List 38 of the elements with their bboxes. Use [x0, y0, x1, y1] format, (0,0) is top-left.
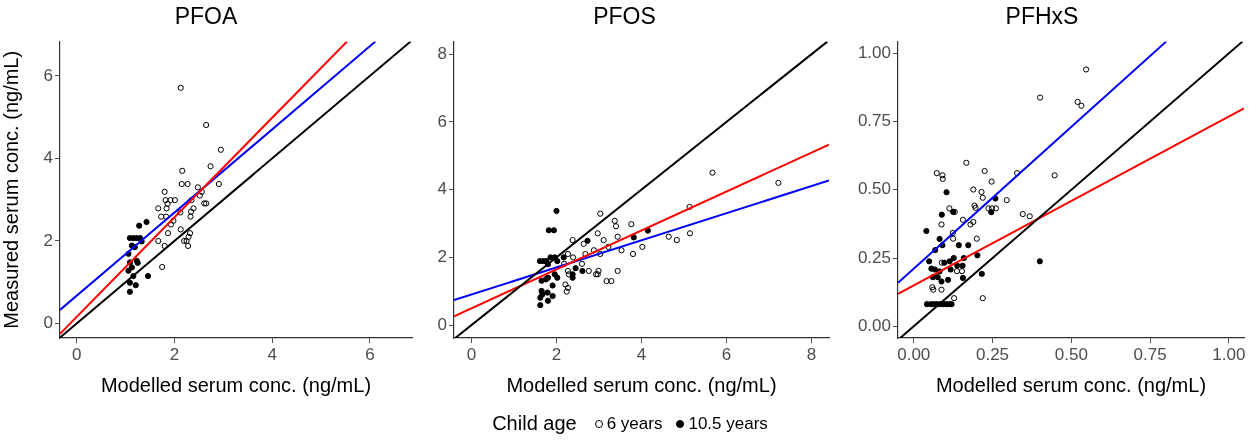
x-axis-title: Modelled serum conc. (ng/mL) — [935, 373, 1207, 396]
y-tick-label: 0 — [437, 314, 447, 334]
y-tick-label: 8 — [437, 43, 447, 63]
y-tick-label: 6 — [43, 65, 53, 85]
x-tick-label: 4 — [267, 344, 277, 364]
legend-title: Child age — [492, 412, 577, 435]
chart-title: PFOA — [174, 3, 238, 30]
x-tick-label: 0 — [71, 344, 82, 364]
x-tick-label: 2 — [551, 344, 562, 364]
y-tick-label: 4 — [437, 179, 447, 199]
y-tick-label: 2 — [437, 247, 447, 267]
x-tick-label: 0.50 — [1054, 344, 1088, 364]
y-tick-label: 2 — [43, 230, 53, 250]
x-tick-label: 6 — [365, 344, 375, 364]
legend-label: 6 years — [606, 413, 663, 434]
chart-title: PFHxS — [1005, 3, 1079, 30]
y-tick-label: 0.25 — [857, 247, 891, 267]
y-tick-label: 0 — [43, 313, 53, 333]
x-tick-label: 0 — [466, 344, 477, 364]
y-tick-label: 1.00 — [857, 43, 891, 63]
x-tick-label: 8 — [806, 344, 817, 364]
x-axis-title: Modelled serum conc. (ng/mL) — [100, 373, 372, 396]
x-tick-label: 1.00 — [1212, 344, 1246, 364]
y-tick-label: 4 — [43, 148, 53, 168]
x-tick-label: 6 — [721, 344, 732, 364]
x-tick-label: 0.00 — [897, 344, 931, 364]
x-tick-label: 0.75 — [1133, 344, 1167, 364]
y-tick-label: 0.50 — [857, 179, 891, 199]
y-tick-label: 0.00 — [857, 315, 891, 335]
chart-title: PFOS — [593, 3, 656, 30]
y-tick-label: 6 — [437, 111, 447, 131]
legend-label: 10.5 years — [688, 413, 768, 434]
x-tick-label: 4 — [636, 344, 647, 364]
y-tick-label: 0.75 — [857, 111, 891, 131]
x-tick-label: 0.25 — [975, 344, 1010, 364]
y-axis-title: Measured serum conc. (ng/mL) — [0, 50, 22, 329]
x-tick-label: 2 — [169, 344, 180, 364]
x-axis-title: Modelled serum conc. (ng/mL) — [506, 373, 777, 396]
